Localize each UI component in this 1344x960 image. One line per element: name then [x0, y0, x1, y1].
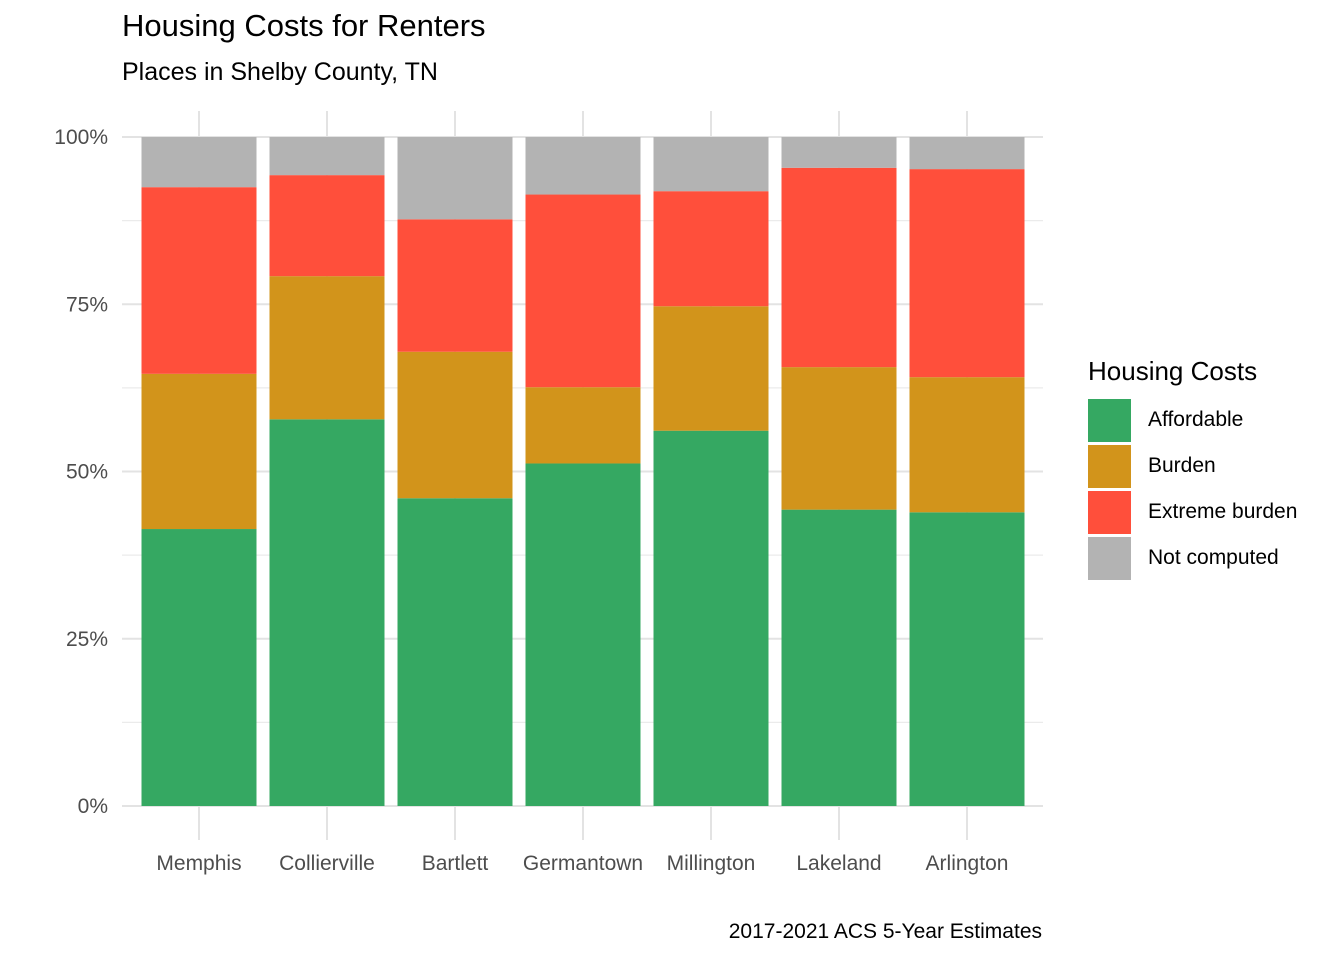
y-tick-label: 25% [66, 628, 108, 651]
bar-arlington-burden [909, 377, 1025, 513]
bar-arlington-extreme-burden [909, 169, 1025, 378]
bar-bartlett-affordable [397, 498, 513, 806]
legend-swatch-not-computed [1088, 536, 1131, 580]
x-tick-label: Millington [667, 852, 756, 875]
bar-germantown-not-computed [525, 137, 641, 195]
bar-germantown-affordable [525, 463, 641, 806]
axis-labels: 0% 25% 50% 75% 100% Memphis Collierville Bartle… [54, 126, 1008, 875]
bar-collierville-not-computed [269, 137, 385, 176]
legend-swatch-extreme-burden [1088, 490, 1131, 534]
bar-lakeland-extreme-burden [781, 167, 897, 368]
legend-item-extreme-burden: Extreme burden [1088, 489, 1297, 535]
bar-bartlett-burden [397, 351, 513, 499]
y-tick-label: 100% [54, 126, 108, 149]
x-tick-label: Arlington [926, 852, 1009, 875]
y-tick-label: 75% [66, 293, 108, 316]
legend: Housing Costs Affordable Burden Extreme … [1088, 356, 1297, 581]
chart-title: Housing Costs for Renters [122, 8, 486, 43]
bar-arlington-not-computed [909, 137, 1025, 170]
x-tick-label: Collierville [279, 852, 375, 875]
bar-lakeland-burden [781, 367, 897, 510]
y-tick-label: 50% [66, 461, 108, 484]
legend-item-not-computed: Not computed [1088, 535, 1297, 581]
bar-memphis-affordable [141, 529, 257, 806]
bar-millington-burden [653, 306, 769, 431]
bar-millington-extreme-burden [653, 191, 769, 307]
y-tick-label: 0% [78, 795, 108, 818]
legend-swatch-burden [1088, 444, 1131, 488]
bar-germantown-burden [525, 387, 641, 464]
bar-memphis-not-computed [141, 137, 257, 188]
legend-label-not-computed: Not computed [1148, 546, 1279, 569]
x-tick-label: Bartlett [422, 852, 489, 875]
legend-label-burden: Burden [1148, 454, 1216, 477]
legend-item-affordable: Affordable [1088, 397, 1297, 443]
bar-millington-not-computed [653, 137, 769, 192]
legend-item-burden: Burden [1088, 443, 1297, 489]
chart-caption: 2017-2021 ACS 5-Year Estimates [728, 920, 1042, 943]
plot-area: 0% 25% 50% 75% 100% Memphis Collierville Bartle… [54, 111, 1043, 875]
bar-memphis-burden [141, 373, 257, 530]
legend-title: Housing Costs [1088, 356, 1258, 386]
chart-subtitle: Places in Shelby County, TN [122, 58, 438, 86]
legend-swatch-affordable [1088, 398, 1131, 442]
bar-arlington-affordable [909, 512, 1025, 806]
bar-collierville-extreme-burden [269, 175, 385, 277]
bar-germantown-extreme-burden [525, 194, 641, 388]
bar-bartlett-extreme-burden [397, 219, 513, 352]
x-tick-label: Germantown [523, 852, 643, 875]
bar-millington-affordable [653, 430, 769, 806]
bar-collierville-burden [269, 276, 385, 420]
bar-lakeland-affordable [781, 509, 897, 806]
bars [141, 137, 1025, 806]
legend-label-affordable: Affordable [1148, 408, 1244, 431]
x-tick-label: Lakeland [796, 852, 881, 875]
bar-memphis-extreme-burden [141, 187, 257, 374]
bar-bartlett-not-computed [397, 137, 513, 220]
bar-collierville-affordable [269, 419, 385, 806]
x-tick-label: Memphis [156, 852, 241, 875]
bar-lakeland-not-computed [781, 137, 897, 168]
legend-label-extreme-burden: Extreme burden [1148, 500, 1298, 523]
